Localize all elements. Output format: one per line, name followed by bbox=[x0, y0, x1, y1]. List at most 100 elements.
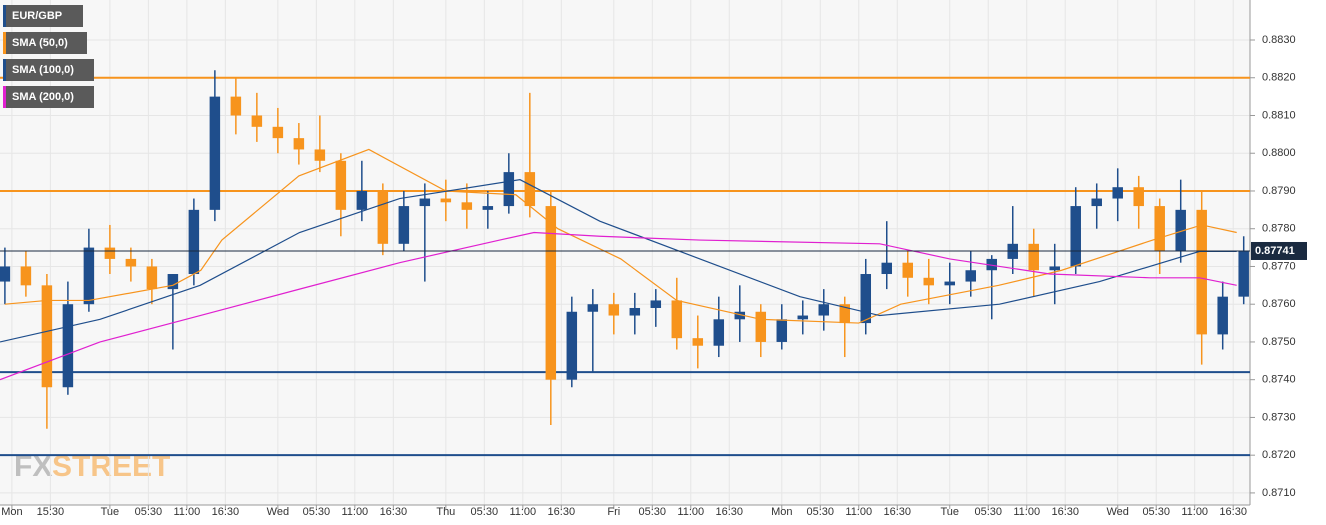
candle-body bbox=[818, 304, 830, 316]
legend-swatch bbox=[3, 5, 6, 27]
x-tick-label: 16:30 bbox=[716, 506, 744, 518]
candle-body bbox=[440, 198, 452, 203]
last-price-box bbox=[1251, 241, 1307, 260]
candle-body bbox=[1028, 243, 1039, 271]
x-tick-label: 16:30 bbox=[212, 506, 240, 518]
legend-box bbox=[3, 86, 94, 108]
x-tick-label: 05:30 bbox=[303, 506, 331, 518]
candle-body bbox=[944, 281, 955, 286]
candle-body bbox=[923, 277, 935, 286]
legend-swatch bbox=[3, 32, 6, 54]
x-tick-label: 05:30 bbox=[974, 506, 1002, 518]
x-tick-label: 16:30 bbox=[380, 506, 408, 518]
x-tick-label: 16:30 bbox=[883, 506, 911, 518]
x-tick-label: 05:30 bbox=[639, 506, 667, 518]
x-tick-label: 11:00 bbox=[677, 506, 704, 518]
candle-body bbox=[650, 300, 662, 308]
candle-body bbox=[188, 209, 200, 275]
x-tick-label: Mon bbox=[1, 506, 22, 518]
candle-body bbox=[524, 172, 536, 207]
candle-body bbox=[692, 338, 704, 346]
x-tick-label: Wed bbox=[267, 506, 289, 518]
sma-line bbox=[4, 148, 1237, 324]
candle-body bbox=[902, 262, 914, 278]
candle-body bbox=[629, 307, 641, 316]
x-tick-label: 05:30 bbox=[135, 506, 163, 518]
legend-swatch bbox=[3, 59, 6, 81]
candle-body bbox=[860, 274, 872, 324]
candle-body bbox=[293, 138, 305, 150]
candle-body bbox=[482, 206, 494, 210]
candle-body bbox=[398, 206, 410, 244]
candle-body bbox=[776, 319, 788, 342]
last-price-label: 0.87741 bbox=[1255, 245, 1295, 257]
candle-body bbox=[251, 115, 263, 127]
candle-body bbox=[461, 202, 473, 210]
legend-label: EUR/GBP bbox=[12, 10, 62, 22]
candle-body bbox=[62, 304, 74, 388]
candle-body bbox=[104, 247, 116, 259]
x-tick-label: 11:00 bbox=[1013, 506, 1040, 518]
y-tick-label: 0.8740 bbox=[1262, 374, 1296, 386]
candle-body bbox=[1049, 266, 1060, 271]
y-tick-label: 0.8770 bbox=[1262, 260, 1296, 272]
x-tick-label: 15:30 bbox=[37, 506, 65, 518]
x-tick-label: 11:00 bbox=[341, 506, 368, 518]
candle-body bbox=[1217, 296, 1228, 335]
x-tick-label: 11:00 bbox=[174, 506, 201, 518]
candle-body bbox=[377, 190, 389, 244]
candle-body bbox=[419, 198, 431, 207]
candle-body bbox=[356, 190, 368, 210]
candle-body bbox=[734, 311, 746, 320]
legend-swatch bbox=[3, 86, 6, 108]
x-tick-label: Tue bbox=[940, 506, 959, 518]
legend-box bbox=[3, 32, 87, 54]
candle-body bbox=[1133, 187, 1144, 207]
x-tick-label: Tue bbox=[101, 506, 120, 518]
x-tick-label: Fri bbox=[607, 506, 620, 518]
candle-body bbox=[1238, 251, 1249, 297]
legend-label: SMA (50,0) bbox=[12, 37, 68, 49]
sma-line bbox=[0, 231, 1237, 381]
candle-body bbox=[167, 274, 179, 290]
candle-body bbox=[797, 315, 809, 320]
candle-body bbox=[713, 319, 725, 346]
candle-body bbox=[839, 304, 851, 324]
legend-box bbox=[3, 59, 94, 81]
candle-body bbox=[755, 311, 767, 342]
candle-body bbox=[209, 96, 221, 210]
candle-body bbox=[986, 258, 997, 271]
y-tick-label: 0.8830 bbox=[1262, 34, 1296, 46]
y-tick-label: 0.8730 bbox=[1262, 411, 1296, 423]
x-tick-label: Wed bbox=[1107, 506, 1129, 518]
candle-body bbox=[881, 262, 893, 275]
x-tick-label: 05:30 bbox=[807, 506, 835, 518]
y-tick-label: 0.8760 bbox=[1262, 298, 1296, 310]
candle-body bbox=[1070, 206, 1081, 267]
candle-body bbox=[965, 270, 976, 282]
y-tick-label: 0.8710 bbox=[1262, 487, 1296, 499]
candle-body bbox=[20, 266, 32, 286]
x-tick-label: 11:00 bbox=[845, 506, 872, 518]
legend-label: SMA (200,0) bbox=[12, 91, 74, 103]
candle-body bbox=[545, 206, 557, 380]
candle-body bbox=[272, 126, 284, 139]
candle-body bbox=[1112, 187, 1123, 199]
candle-body bbox=[566, 311, 578, 380]
candle-body bbox=[1154, 206, 1165, 252]
candle-body bbox=[83, 247, 95, 305]
candle-body bbox=[146, 266, 158, 290]
candle-body bbox=[125, 258, 137, 267]
candle-body bbox=[314, 149, 326, 161]
x-tick-label: 16:30 bbox=[548, 506, 576, 518]
x-tick-label: Thu bbox=[436, 506, 455, 518]
candle-body bbox=[1196, 209, 1207, 335]
sma-line bbox=[0, 179, 1237, 343]
y-tick-label: 0.8790 bbox=[1262, 185, 1296, 197]
legend-label: SMA (100,0) bbox=[12, 64, 74, 76]
plot-area bbox=[0, 0, 1250, 505]
candle-body bbox=[41, 285, 53, 388]
x-tick-label: 05:30 bbox=[1142, 506, 1170, 518]
candle-body bbox=[503, 172, 515, 207]
